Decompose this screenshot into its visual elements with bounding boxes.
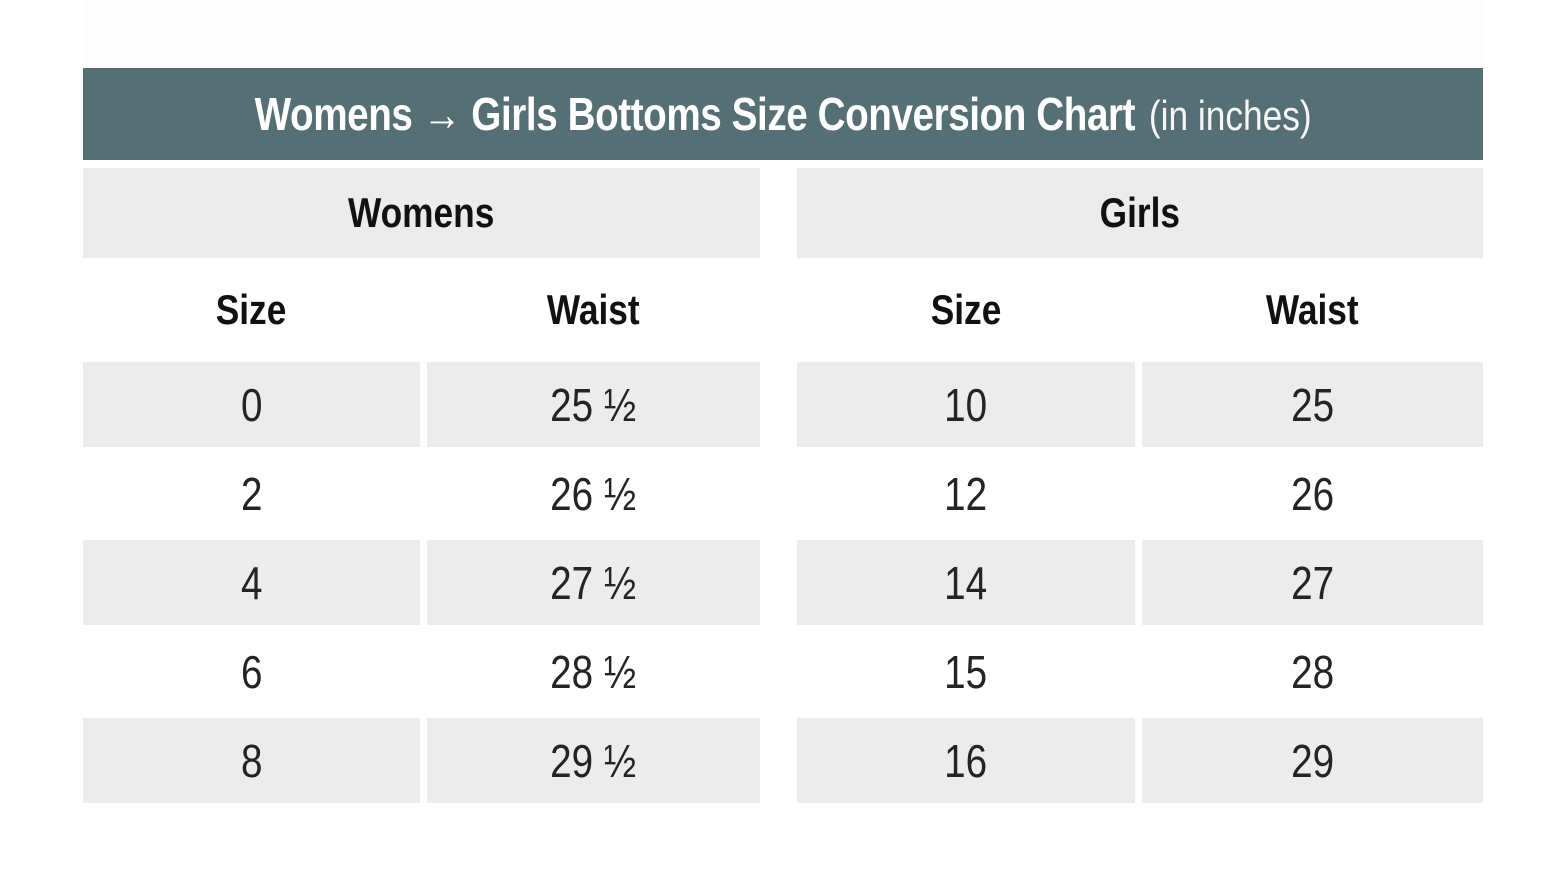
girls-size-cell: 10 (797, 362, 1135, 447)
womens-size-cell: 8 (83, 718, 420, 803)
girls-waist-cell: 25 (1142, 362, 1483, 447)
girls-size-cell: 16 (797, 718, 1135, 803)
section-header-girls-label: Girls (1099, 189, 1181, 236)
womens-size-cell: 6 (83, 629, 420, 714)
womens-waist-cell: 27 ½ (427, 540, 760, 625)
column-header-label: Size (216, 286, 287, 333)
column-header-womens-size: Size (83, 258, 420, 362)
section-header-row: Womens Girls (83, 168, 1483, 258)
chart-title: Womens → Girls Bottoms Size Conversion C… (255, 87, 1312, 141)
girls-size-cell: 15 (797, 629, 1135, 714)
table-row: 6 28 ½ 15 28 (83, 629, 1483, 714)
column-header-girls-waist: Waist (1142, 258, 1483, 362)
cell-value: 28 ½ (550, 645, 637, 698)
cell-value: 8 (240, 734, 263, 787)
cell-value: 26 (1291, 467, 1334, 520)
cell-value: 16 (944, 734, 988, 787)
womens-size-cell: 4 (83, 540, 420, 625)
table-row: 4 27 ½ 14 27 (83, 540, 1483, 625)
womens-waist-cell: 28 ½ (427, 629, 760, 714)
column-header-womens-waist: Waist (427, 258, 760, 362)
cell-value: 6 (240, 645, 263, 698)
cell-value: 10 (944, 378, 988, 431)
section-header-womens: Womens (83, 168, 760, 258)
section-header-womens-label: Womens (348, 189, 495, 236)
cell-value: 25 ½ (550, 378, 637, 431)
table-row: 2 26 ½ 12 26 (83, 451, 1483, 536)
table-row: 8 29 ½ 16 29 (83, 718, 1483, 803)
girls-waist-cell: 29 (1142, 718, 1483, 803)
womens-waist-cell: 25 ½ (427, 362, 760, 447)
cell-value: 25 (1291, 378, 1334, 431)
column-header-label: Waist (547, 286, 640, 333)
cell-value: 28 (1291, 645, 1334, 698)
cell-value: 29 ½ (550, 734, 637, 787)
girls-waist-cell: 26 (1142, 451, 1483, 536)
cell-value: 14 (944, 556, 988, 609)
chart-title-suffix: (in inches) (1148, 92, 1312, 139)
womens-waist-cell: 29 ½ (427, 718, 760, 803)
chart-title-bar: Womens → Girls Bottoms Size Conversion C… (83, 68, 1483, 160)
top-margin (83, 0, 1483, 68)
girls-size-cell: 12 (797, 451, 1135, 536)
womens-size-cell: 0 (83, 362, 420, 447)
table-row: 0 25 ½ 10 25 (83, 362, 1483, 447)
womens-size-cell: 2 (83, 451, 420, 536)
womens-waist-cell: 26 ½ (427, 451, 760, 536)
girls-size-cell: 14 (797, 540, 1135, 625)
column-header-label: Waist (1266, 286, 1359, 333)
column-header-girls-size: Size (797, 258, 1135, 362)
cell-value: 0 (240, 378, 263, 431)
cell-value: 12 (944, 467, 988, 520)
chart-content: Womens → Girls Bottoms Size Conversion C… (83, 0, 1483, 807)
cell-value: 4 (240, 556, 263, 609)
girls-waist-cell: 27 (1142, 540, 1483, 625)
cell-value: 26 ½ (550, 467, 637, 520)
girls-waist-cell: 28 (1142, 629, 1483, 714)
cell-value: 15 (944, 645, 988, 698)
spacer (83, 160, 1483, 168)
column-header-row: Size Waist Size Waist (83, 258, 1483, 362)
section-header-girls: Girls (797, 168, 1483, 258)
column-header-label: Size (930, 286, 1002, 333)
cell-value: 27 ½ (550, 556, 637, 609)
chart-title-main: Womens → Girls Bottoms Size Conversion C… (254, 88, 1136, 140)
cell-value: 2 (240, 467, 263, 520)
cell-value: 27 (1291, 556, 1334, 609)
section-gap (760, 168, 797, 258)
cell-value: 29 (1291, 734, 1334, 787)
